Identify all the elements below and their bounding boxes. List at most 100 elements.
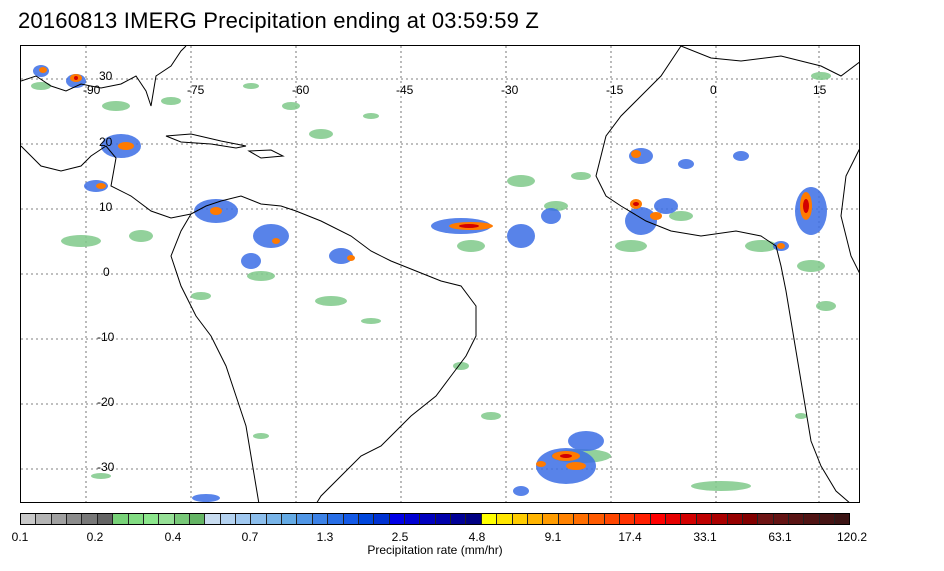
colorbar-swatch bbox=[466, 514, 482, 524]
colorbar-tick-label: 120.2 bbox=[836, 530, 868, 544]
colorbar-tick-label: 4.8 bbox=[468, 530, 486, 544]
coast-africa-west bbox=[595, 46, 850, 502]
colorbar-swatch bbox=[189, 514, 206, 524]
map-canvas bbox=[21, 46, 859, 502]
lon-label: 0 bbox=[710, 83, 717, 97]
colorbar-swatch bbox=[328, 514, 344, 524]
colorbar-swatch bbox=[174, 514, 190, 524]
colorbar-swatch bbox=[727, 514, 743, 524]
coast-africa-north bbox=[680, 46, 859, 77]
coast-south-america bbox=[190, 195, 477, 502]
lat-label: -20 bbox=[97, 395, 115, 409]
colorbar-swatch bbox=[804, 514, 820, 524]
colorbar-tick-label: 33.1 bbox=[693, 530, 717, 544]
colorbar-swatch bbox=[343, 514, 359, 524]
colorbar-swatch bbox=[282, 514, 298, 524]
colorbar-swatch bbox=[435, 514, 452, 524]
colorbar-swatch bbox=[389, 514, 405, 524]
coast-south-america-west bbox=[170, 213, 260, 502]
colorbar-swatch bbox=[205, 514, 221, 524]
coast-north-america bbox=[21, 46, 187, 107]
colorbar-swatch bbox=[451, 514, 467, 524]
colorbar-swatch bbox=[128, 514, 144, 524]
lon-label: 15 bbox=[813, 83, 827, 97]
colorbar-tick-label: 2.5 bbox=[391, 530, 409, 544]
colorbar-swatch bbox=[358, 514, 375, 524]
lat-label: -10 bbox=[97, 330, 115, 344]
colorbar-swatch bbox=[67, 514, 83, 524]
colorbar-swatch bbox=[481, 514, 498, 524]
precip-light bbox=[31, 72, 836, 491]
colorbar-swatch bbox=[835, 514, 850, 524]
colorbar-swatch bbox=[82, 514, 98, 524]
colorbar-tick-label: 1.3 bbox=[316, 530, 334, 544]
colorbar-swatch bbox=[51, 514, 68, 524]
colorbar-swatch bbox=[819, 514, 836, 524]
colorbar-tick-label: 0.2 bbox=[86, 530, 104, 544]
colorbar-swatch bbox=[758, 514, 774, 524]
lon-label: -60 bbox=[292, 83, 310, 97]
coast-cuba bbox=[165, 133, 247, 149]
colorbar-swatch bbox=[312, 514, 329, 524]
colorbar bbox=[20, 513, 850, 525]
colorbar-swatch bbox=[113, 514, 129, 524]
colorbar-swatch bbox=[220, 514, 237, 524]
lon-label: -30 bbox=[501, 83, 519, 97]
lat-label: -30 bbox=[97, 460, 115, 474]
colorbar-swatch bbox=[558, 514, 574, 524]
colorbar-swatch bbox=[573, 514, 590, 524]
colorbar-swatch bbox=[297, 514, 313, 524]
colorbar-swatch bbox=[497, 514, 513, 524]
colorbar-swatch bbox=[681, 514, 697, 524]
lon-label: -90 bbox=[83, 83, 101, 97]
precip-extreme bbox=[74, 76, 809, 458]
colorbar-tick-label: 17.4 bbox=[618, 530, 642, 544]
map-title: 20160813 IMERG Precipitation ending at 0… bbox=[18, 8, 540, 33]
coast-hispaniola bbox=[247, 149, 285, 159]
precipitation-map: -90 -75 -60 -45 -30 -15 0 15 30 20 10 0 … bbox=[20, 45, 860, 503]
colorbar-swatch bbox=[266, 514, 283, 524]
colorbar-swatch bbox=[251, 514, 267, 524]
coast-africa-east bbox=[840, 148, 859, 274]
colorbar-swatch bbox=[742, 514, 759, 524]
colorbar-tick-label: 0.4 bbox=[164, 530, 182, 544]
lat-label: 20 bbox=[99, 135, 113, 149]
colorbar-swatch bbox=[420, 514, 436, 524]
colorbar-swatch bbox=[543, 514, 559, 524]
colorbar-swatch bbox=[97, 514, 114, 524]
graticule bbox=[21, 46, 859, 502]
colorbar-swatch bbox=[589, 514, 605, 524]
colorbar-swatch bbox=[712, 514, 728, 524]
precip-heavy bbox=[39, 67, 812, 470]
colorbar-tick-label: 0.1 bbox=[11, 530, 29, 544]
colorbar-tick-label: 63.1 bbox=[768, 530, 792, 544]
colorbar-swatch bbox=[404, 514, 421, 524]
colorbar-swatch bbox=[620, 514, 636, 524]
colorbar-swatch bbox=[696, 514, 713, 524]
colorbar-swatch bbox=[527, 514, 544, 524]
colorbar-swatch bbox=[143, 514, 160, 524]
colorbar-tick-label: 0.7 bbox=[241, 530, 259, 544]
colorbar-swatch bbox=[512, 514, 528, 524]
lat-label: 10 bbox=[99, 200, 113, 214]
colorbar-swatch bbox=[374, 514, 390, 524]
precip-moderate bbox=[33, 65, 827, 502]
colorbar-swatch bbox=[21, 514, 37, 524]
lon-label: -75 bbox=[187, 83, 205, 97]
colorbar-swatch bbox=[604, 514, 621, 524]
colorbar-swatch bbox=[788, 514, 805, 524]
lat-label: 0 bbox=[103, 265, 110, 279]
colorbar-swatch bbox=[650, 514, 667, 524]
coast-central-america bbox=[21, 145, 192, 219]
lat-label: 30 bbox=[99, 69, 113, 83]
colorbar-swatch bbox=[666, 514, 682, 524]
colorbar-swatch bbox=[773, 514, 789, 524]
colorbar-swatch bbox=[159, 514, 175, 524]
colorbar-tick-label: 9.1 bbox=[544, 530, 562, 544]
lon-label: -45 bbox=[396, 83, 414, 97]
lon-label: -15 bbox=[606, 83, 624, 97]
colorbar-swatch bbox=[236, 514, 252, 524]
colorbar-swatch bbox=[635, 514, 651, 524]
colorbar-title: Precipitation rate (mm/hr) bbox=[367, 543, 503, 557]
colorbar-swatch bbox=[36, 514, 52, 524]
